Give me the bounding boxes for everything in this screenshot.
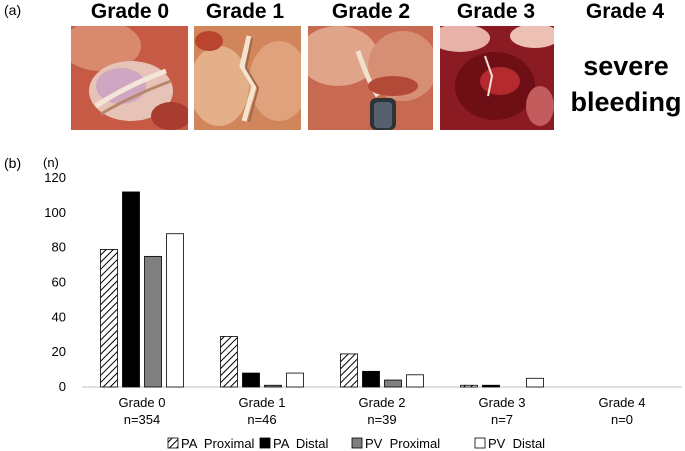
grade-4-text-line-1: severe bbox=[583, 51, 669, 81]
bar-gray-1 bbox=[264, 384, 282, 388]
y-tick-label: 20 bbox=[52, 344, 66, 359]
legend-label: PV Distal bbox=[488, 436, 545, 451]
photo-grade-1 bbox=[194, 26, 301, 130]
y-tick-label: 100 bbox=[44, 205, 66, 220]
y-tick-label: 80 bbox=[52, 240, 66, 255]
y-tick-label: 120 bbox=[44, 170, 66, 185]
bar-white-1 bbox=[286, 372, 304, 388]
x-category-count: n=39 bbox=[367, 412, 396, 427]
bar-black-1 bbox=[242, 372, 260, 388]
bar-chart: (n) 0 20 40 60 80 100 120 Grade 0 n=354 Grade 1 n… bbox=[43, 155, 682, 451]
bar-hatched-3 bbox=[460, 384, 478, 388]
photo-title-grade-0: Grade 0 bbox=[90, 0, 170, 23]
photo-grade-0 bbox=[71, 26, 188, 130]
y-unit-label: (n) bbox=[43, 155, 59, 170]
bar-gray-0 bbox=[144, 255, 162, 388]
photo-title-grade-4: Grade 4 bbox=[585, 0, 665, 23]
bar-white-2 bbox=[406, 374, 424, 388]
legend-swatch-hatched bbox=[167, 437, 179, 449]
photo-title-grade-3: Grade 3 bbox=[456, 0, 536, 23]
bar-black-0 bbox=[122, 191, 140, 388]
grade-4-text-line-2: bleeding bbox=[570, 87, 682, 117]
grade-4-description: severe bleeding bbox=[566, 48, 685, 120]
x-category-label: Grade 1 bbox=[239, 395, 286, 410]
x-category-count: n=7 bbox=[491, 412, 513, 427]
panel-label-a: (a) bbox=[4, 2, 22, 18]
x-category-label: Grade 4 bbox=[599, 395, 646, 410]
y-tick-label: 40 bbox=[52, 309, 66, 324]
legend-swatch-gray bbox=[351, 437, 363, 449]
y-tick-label: 60 bbox=[52, 275, 66, 290]
bar-white-3 bbox=[526, 377, 544, 388]
legend-swatch-black bbox=[259, 437, 271, 449]
x-category-count: n=46 bbox=[247, 412, 276, 427]
y-tick-label: 0 bbox=[59, 379, 66, 394]
photo-grade-2 bbox=[308, 26, 433, 130]
bar-hatched-0 bbox=[100, 249, 118, 388]
bar-white-0 bbox=[166, 233, 184, 388]
legend-label: PA Distal bbox=[273, 436, 329, 451]
bar-hatched-1 bbox=[220, 336, 238, 388]
bar-hatched-2 bbox=[340, 353, 358, 388]
x-category-label: Grade 0 bbox=[119, 395, 166, 410]
bar-gray-2 bbox=[384, 379, 402, 388]
x-category-label: Grade 2 bbox=[359, 395, 406, 410]
panel-label-b: (b) bbox=[4, 155, 22, 171]
x-category-count: n=354 bbox=[124, 412, 161, 427]
legend-label: PV Proximal bbox=[365, 436, 440, 451]
x-category-label: Grade 3 bbox=[479, 395, 526, 410]
photo-title-grade-1: Grade 1 bbox=[205, 0, 285, 23]
photo-title-grade-2: Grade 2 bbox=[331, 0, 411, 23]
legend-label: PA Proximal bbox=[181, 436, 255, 451]
bar-black-3 bbox=[482, 384, 500, 388]
legend-swatch-white bbox=[474, 437, 486, 449]
photo-grade-3 bbox=[440, 26, 554, 130]
bar-black-2 bbox=[362, 370, 380, 388]
x-category-count: n=0 bbox=[611, 412, 633, 427]
